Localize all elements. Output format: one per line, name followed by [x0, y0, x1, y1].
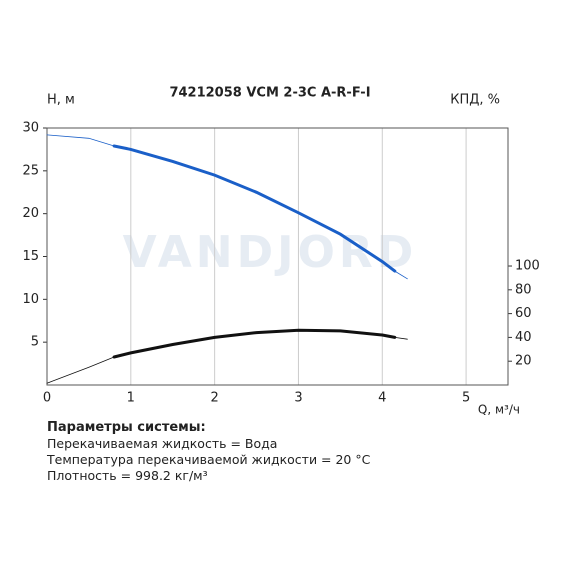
watermark: VANDJORD [123, 227, 418, 278]
y2-tick-label: 80 [515, 282, 532, 297]
y2-tick-label: 20 [515, 354, 532, 369]
curve [46, 337, 408, 384]
y-tick-label: 15 [22, 249, 39, 264]
y2-tick-label: 100 [515, 259, 540, 274]
info-heading: Параметры системы: [47, 420, 206, 435]
info-line: Температура перекачиваемой жидкости = 20… [47, 452, 371, 467]
curve [112, 328, 397, 359]
y-axis-label: H, м [47, 93, 75, 108]
x-tick-label: 4 [378, 391, 386, 406]
x-tick-label: 1 [127, 391, 135, 406]
chart-title: 74212058 VCM 2-3C A-R-F-I [169, 86, 370, 101]
y-tick-label: 20 [22, 206, 39, 221]
y2-tick-label: 40 [515, 330, 532, 345]
y-tick-label: 30 [22, 121, 39, 136]
curve [46, 134, 408, 280]
y-tick-label: 25 [22, 163, 39, 178]
x-tick-label: 0 [43, 391, 51, 406]
y2-tick-label: 60 [515, 306, 532, 321]
x-tick-label: 5 [462, 391, 470, 406]
y2-axis-label: КПД, % [450, 93, 500, 108]
plot-frame [46, 127, 509, 386]
x-tick-label: 3 [294, 391, 302, 406]
system-info: Параметры системы: Перекачиваемая жидкос… [47, 420, 370, 484]
y-tick-label: 10 [22, 292, 39, 307]
x-axis-label: Q, м³/ч [478, 403, 520, 416]
y-tick-label: 5 [31, 335, 39, 350]
chart: 74212058 VCM 2-3C A-R-F-I H, м КПД, % Q,… [22, 86, 540, 417]
info-line: Перекачиваемая жидкость = Вода [47, 436, 278, 451]
info-line: Плотность = 998.2 кг/м³ [47, 468, 208, 483]
x-tick-label: 2 [210, 391, 218, 406]
curve [112, 144, 397, 273]
